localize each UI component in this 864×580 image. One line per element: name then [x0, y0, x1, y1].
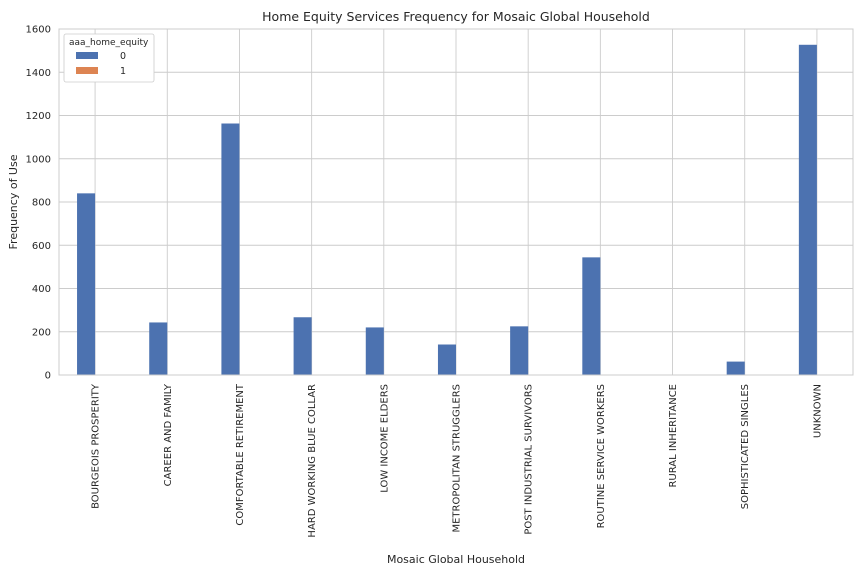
bars	[77, 44, 817, 375]
y-tick-label: 1600	[26, 25, 51, 36]
legend-label-1: 1	[120, 66, 126, 77]
x-tick-label: HARD WORKING BLUE COLLAR	[307, 384, 318, 538]
chart-title: Home Equity Services Frequency for Mosai…	[262, 9, 650, 24]
y-tick-label: 1400	[26, 68, 51, 79]
legend-label-0: 0	[120, 51, 126, 62]
legend-title: aaa_home_equity	[69, 38, 149, 48]
y-tick-label: 0	[45, 371, 51, 382]
bar-series-0-6	[437, 344, 456, 375]
x-tick-label: SOPHISTICATED SINGLES	[740, 384, 751, 509]
legend-swatch-0	[76, 52, 98, 59]
x-tick-label: ROUTINE SERVICE WORKERS	[596, 384, 607, 528]
x-axis-label: Mosaic Global Household	[387, 553, 525, 566]
y-axis-ticks: 0 200 400 600 800 1000 1200 1400 1600	[26, 25, 51, 382]
bar-series-0-8	[582, 257, 601, 375]
y-tick-label: 400	[32, 284, 51, 295]
y-tick-label: 600	[32, 241, 51, 252]
bar-series-0-11	[798, 44, 817, 375]
x-axis-ticks: BOURGEOIS PROSPERITY CAREER AND FAMILY COM…	[91, 383, 824, 537]
bar-series-0-4	[293, 317, 312, 375]
x-tick-label: BOURGEOIS PROSPERITY	[91, 383, 102, 509]
x-tick-label: POST INDUSTRIAL SURVIVORS	[524, 384, 535, 535]
y-tick-label: 200	[32, 327, 51, 338]
x-tick-label: METROPOLITAN STRUGGLERS	[452, 384, 463, 533]
y-tick-label: 1000	[26, 154, 51, 165]
plot-frame	[58, 28, 854, 376]
bar-series-0-10	[726, 361, 745, 375]
y-axis-label: Frequency of Use	[7, 154, 20, 249]
grid	[59, 28, 853, 376]
x-tick-label: RURAL INHERITANCE	[668, 384, 679, 488]
bar-series-0-1	[77, 193, 96, 375]
legend-swatch-1	[76, 67, 98, 74]
bar-series-0-7	[510, 326, 529, 375]
x-tick-label: CAREER AND FAMILY	[163, 383, 174, 486]
bar-series-0-2	[149, 322, 168, 375]
x-tick-label: UNKNOWN	[812, 384, 823, 438]
bar-series-0-5	[365, 327, 384, 375]
x-tick-label: COMFORTABLE RETIREMENT	[235, 383, 246, 525]
y-tick-label: 1200	[26, 111, 51, 122]
y-tick-label: 800	[32, 198, 51, 209]
x-tick-label: LOW INCOME ELDERS	[379, 384, 390, 493]
legend: aaa_home_equity 0 1	[63, 33, 155, 83]
bar-series-0-3	[221, 123, 240, 375]
